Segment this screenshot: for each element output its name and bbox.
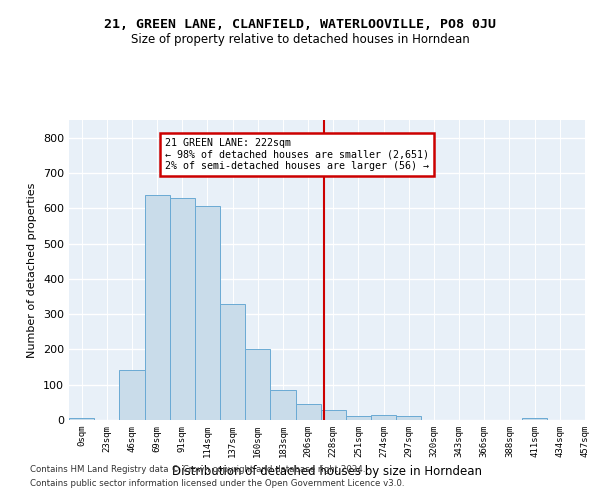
- X-axis label: Distribution of detached houses by size in Horndean: Distribution of detached houses by size …: [172, 466, 482, 478]
- Bar: [220, 304, 245, 420]
- Bar: [245, 350, 271, 420]
- Bar: [296, 404, 321, 420]
- Text: 21 GREEN LANE: 222sqm
← 98% of detached houses are smaller (2,651)
2% of semi-de: 21 GREEN LANE: 222sqm ← 98% of detached …: [164, 138, 428, 171]
- Bar: [396, 416, 421, 420]
- Bar: [346, 416, 371, 420]
- Y-axis label: Number of detached properties: Number of detached properties: [28, 182, 37, 358]
- Text: Contains public sector information licensed under the Open Government Licence v3: Contains public sector information licen…: [30, 479, 404, 488]
- Bar: [145, 195, 170, 420]
- Bar: [371, 415, 396, 420]
- Bar: [321, 410, 346, 420]
- Bar: [170, 198, 195, 420]
- Bar: [119, 370, 145, 420]
- Bar: [522, 418, 547, 420]
- Text: 21, GREEN LANE, CLANFIELD, WATERLOOVILLE, PO8 0JU: 21, GREEN LANE, CLANFIELD, WATERLOOVILLE…: [104, 18, 496, 30]
- Text: Size of property relative to detached houses in Horndean: Size of property relative to detached ho…: [131, 32, 469, 46]
- Bar: [69, 418, 94, 420]
- Text: Contains HM Land Registry data © Crown copyright and database right 2024.: Contains HM Land Registry data © Crown c…: [30, 466, 365, 474]
- Bar: [195, 206, 220, 420]
- Bar: [271, 390, 296, 420]
